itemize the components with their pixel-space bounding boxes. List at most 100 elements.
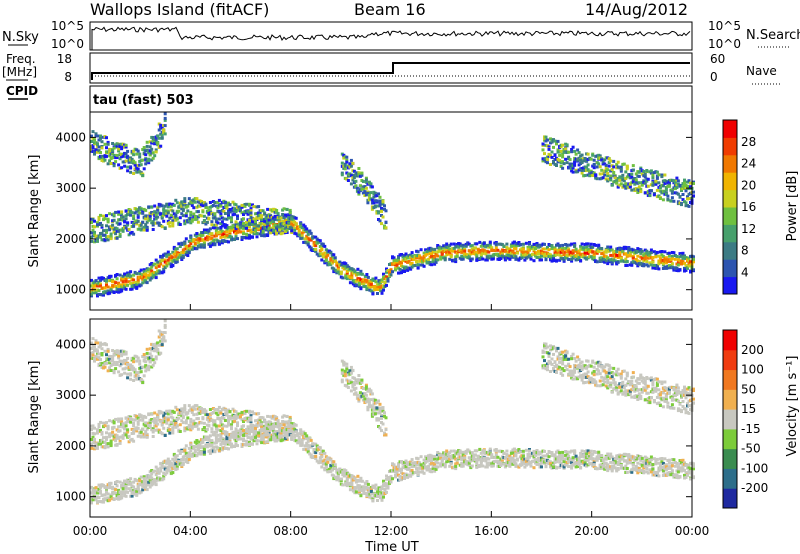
power-cell [281, 220, 285, 223]
power-cell [553, 248, 557, 252]
power-cell [681, 260, 685, 264]
power-cell [136, 213, 140, 217]
power-cell [567, 150, 571, 154]
power-cell [132, 232, 136, 236]
power-cell [630, 263, 634, 267]
power-cell [340, 161, 344, 165]
power-cell [518, 243, 522, 247]
velocity-cell [239, 437, 242, 441]
velocity-cell [386, 476, 390, 479]
velocity-cell [97, 487, 101, 491]
velocity-cell [385, 477, 388, 481]
power-cell [151, 136, 155, 139]
power-cell [558, 244, 562, 248]
power-cell [154, 150, 158, 154]
power-cell [160, 204, 164, 208]
power-cell [369, 285, 373, 289]
velocity-cell [314, 442, 318, 446]
velocity-cell [168, 464, 172, 468]
power-cell [117, 147, 121, 151]
power-cell [404, 258, 408, 261]
velocity-cell [321, 449, 325, 453]
power-cell [138, 155, 142, 159]
power-cell [293, 226, 297, 230]
power-cell [190, 218, 194, 222]
power-cell [133, 284, 137, 287]
power-cell [129, 274, 133, 278]
power-cell [380, 278, 384, 282]
power-cell [570, 254, 574, 258]
power-cell [380, 222, 383, 226]
power-cell [406, 268, 410, 272]
power-cell [461, 243, 465, 247]
power-cell [652, 250, 656, 254]
power-cell [529, 257, 533, 261]
velocity-cell [284, 426, 288, 430]
velocity-cell [124, 486, 128, 490]
power-cell [610, 261, 614, 265]
power-cell [646, 190, 650, 194]
power-cell [378, 204, 382, 208]
velocity-cell [436, 465, 440, 469]
power-cell [293, 228, 297, 232]
power-cell [202, 219, 206, 222]
power-cell [475, 253, 479, 257]
power-cell [528, 242, 531, 246]
power-cell [91, 144, 95, 148]
power-cell [610, 168, 614, 171]
power-cell [606, 179, 610, 183]
power-cell [97, 280, 101, 284]
velocity-cell [427, 464, 431, 468]
power-cell [585, 165, 589, 169]
power-cell [639, 190, 643, 194]
power-cell [278, 228, 282, 232]
power-cell [133, 211, 137, 215]
velocity-cell [386, 486, 390, 490]
velocity-cell [234, 442, 238, 446]
velocity-cell [344, 481, 348, 485]
power-cell [573, 243, 577, 247]
power-cell [90, 134, 93, 138]
power-cell [660, 250, 664, 253]
power-cell [573, 242, 577, 246]
power-cell [219, 227, 223, 231]
power-cell [603, 158, 607, 162]
velocity-cell [151, 482, 155, 486]
power-cell [374, 287, 378, 290]
power-cell [419, 248, 423, 252]
velocity-cell [455, 461, 459, 465]
velocity-cell [395, 470, 399, 474]
power-cell [446, 246, 450, 249]
power-cell [645, 169, 649, 172]
power-cell [670, 188, 674, 192]
power-cell [163, 209, 167, 213]
power-cell [431, 260, 435, 263]
power-cell [181, 254, 185, 258]
velocity-cell [220, 448, 224, 452]
power-cell [225, 233, 229, 237]
power-cell [559, 149, 563, 153]
power-cell [118, 157, 122, 161]
power-cell [108, 159, 112, 163]
power-cell [357, 172, 361, 176]
power-cell [583, 157, 587, 161]
power-cell [521, 247, 525, 251]
power-cell [613, 176, 617, 180]
power-cell [634, 178, 638, 182]
power-cell [603, 173, 607, 177]
velocity-cell [365, 494, 369, 498]
power-cell [219, 204, 223, 208]
power-cell [568, 252, 572, 256]
power-cell [151, 156, 155, 160]
power-cell [401, 255, 405, 259]
velocity-cell [449, 449, 453, 453]
power-cell [351, 161, 355, 165]
power-cell [105, 283, 108, 287]
power-cell [343, 164, 347, 168]
velocity-cell [431, 467, 435, 470]
velocity-cell [305, 441, 309, 445]
power-cell [178, 216, 182, 220]
power-cell [204, 231, 208, 234]
power-cell [175, 257, 179, 261]
power-cell [181, 255, 185, 259]
